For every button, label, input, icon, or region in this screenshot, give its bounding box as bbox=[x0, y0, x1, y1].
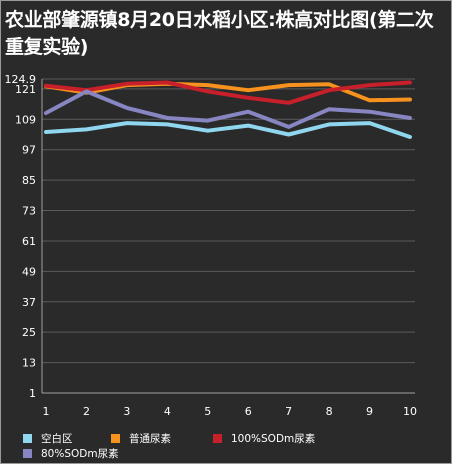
legend-swatch bbox=[23, 433, 32, 443]
legend-swatch bbox=[213, 433, 222, 443]
y-tick-label-3: 37 bbox=[22, 296, 36, 309]
legend-swatch bbox=[111, 433, 120, 443]
legend-item-1: 普通尿素 bbox=[111, 431, 171, 445]
legend-swatch bbox=[23, 448, 32, 458]
y-tick-label-0: 1 bbox=[29, 387, 36, 400]
x-tick-label-2: 3 bbox=[123, 405, 130, 418]
y-tick-label-7: 85 bbox=[22, 174, 36, 187]
y-tick-label-1: 13 bbox=[22, 357, 36, 370]
x-tick-label-7: 8 bbox=[326, 405, 333, 418]
x-tick-labels: 1 2 3 4 5 6 7 8 9 10 bbox=[43, 405, 418, 418]
legend-label: 80%SODm尿素 bbox=[41, 447, 119, 460]
axes bbox=[41, 79, 415, 394]
chart-title: 农业部肇源镇8月20日水稻小区:株高对比图(第二次重复实验) bbox=[5, 9, 434, 58]
legend-label: 空白区 bbox=[41, 432, 73, 445]
y-tick-label-2: 25 bbox=[22, 326, 36, 339]
y-tick-label-8: 97 bbox=[22, 144, 36, 157]
x-tick-label-1: 2 bbox=[83, 405, 90, 418]
series-line-3 bbox=[44, 89, 412, 129]
x-tick-label-6: 7 bbox=[285, 405, 292, 418]
legend-label: 普通尿素 bbox=[129, 432, 171, 445]
legend-label: 100%SODm尿素 bbox=[231, 432, 316, 445]
y-tick-label-6: 73 bbox=[22, 205, 36, 218]
legend-item-3: 80%SODm尿素 bbox=[23, 446, 119, 460]
y-tick-label-4: 49 bbox=[22, 265, 36, 278]
y-tick-label-10: 121 bbox=[15, 83, 36, 96]
x-tick-label-0: 1 bbox=[43, 405, 50, 418]
series-lines bbox=[44, 80, 412, 139]
x-tick-label-8: 9 bbox=[366, 405, 373, 418]
legend-item-2: 100%SODm尿素 bbox=[213, 431, 315, 445]
x-tick-label-9: 10 bbox=[403, 405, 417, 418]
series-line-2 bbox=[44, 80, 412, 105]
series-line-0 bbox=[44, 121, 412, 139]
y-tick-label-9: 109 bbox=[15, 113, 36, 126]
x-tick-label-3: 4 bbox=[164, 405, 171, 418]
x-tick-label-5: 6 bbox=[245, 405, 252, 418]
legend-item-0: 空白区 bbox=[23, 431, 73, 445]
x-tick-label-4: 5 bbox=[204, 405, 211, 418]
y-tick-label-5: 61 bbox=[22, 235, 36, 248]
y-tick-label-11: 124.9 bbox=[5, 73, 37, 86]
